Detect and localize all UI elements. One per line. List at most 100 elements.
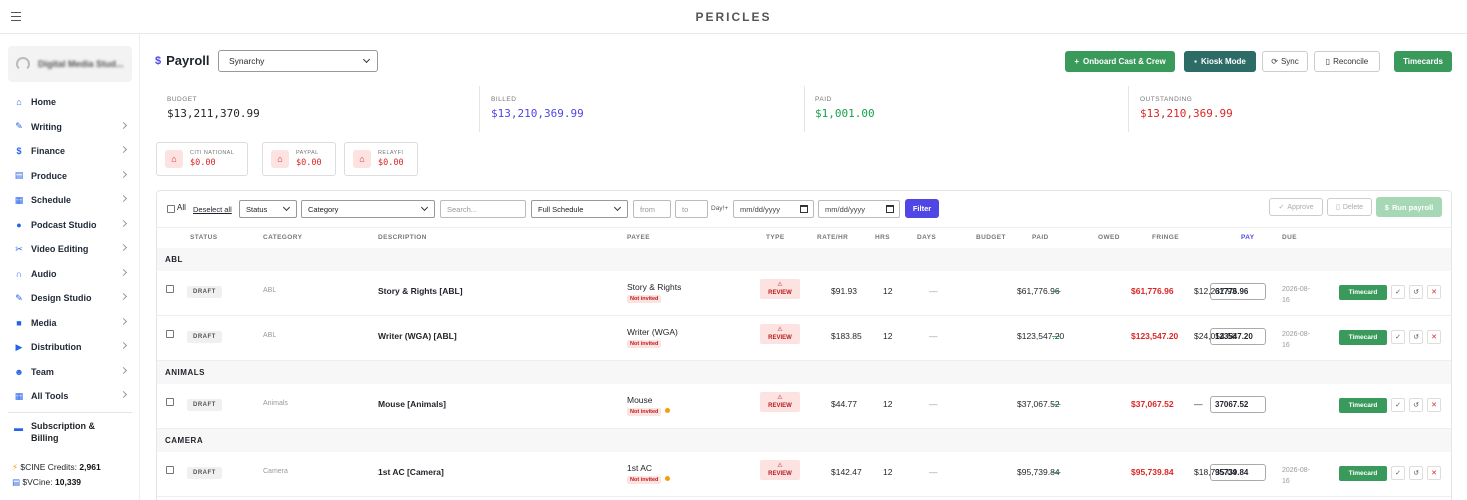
row-checkbox[interactable] <box>166 398 174 406</box>
type-review-badge[interactable]: ⚠ REVIEW <box>760 460 800 480</box>
account-card-citi[interactable]: ⌂ CITI NATIONAL $0.00 <box>156 142 248 176</box>
select-all-checkbox[interactable] <box>167 205 175 213</box>
row-checkbox[interactable] <box>166 285 174 293</box>
sidebar-item-podcast-studio[interactable]: ● Podcast Studio <box>0 213 140 238</box>
approve-button[interactable]: ✓ Approve <box>1269 198 1323 216</box>
column-header-owed[interactable]: OWED <box>1098 234 1120 241</box>
end-date-input[interactable]: mm/dd/yyyy <box>818 200 900 218</box>
hamburger-menu-icon[interactable] <box>11 12 21 21</box>
account-card-paypal[interactable]: ⌂ PAYPAL $0.00 <box>262 142 336 176</box>
status-select[interactable]: Status <box>239 200 297 218</box>
column-header-payee[interactable]: PAYEE <box>627 234 650 241</box>
sync-button[interactable]: ⟳ Sync <box>1262 51 1308 72</box>
pay-input[interactable]: 123547.20 <box>1210 328 1266 345</box>
warning-icon: ⚠ <box>777 327 783 333</box>
pay-input[interactable]: 61776.96 <box>1210 283 1266 300</box>
undo-icon[interactable]: ↺ <box>1409 466 1423 480</box>
run-payroll-button[interactable]: $ Run payroll <box>1376 197 1442 217</box>
undo-icon[interactable]: ↺ <box>1409 398 1423 412</box>
type-label: REVIEW <box>768 471 792 477</box>
org-switcher[interactable]: Digital Media Stud... <box>8 46 132 82</box>
approve-row-icon[interactable]: ✓ <box>1391 285 1405 299</box>
column-header-category[interactable]: CATEGORY <box>263 234 303 241</box>
sidebar-item-design-studio[interactable]: ✎ Design Studio <box>0 286 140 311</box>
column-header-fringe[interactable]: FRINGE <box>1152 234 1179 241</box>
column-header-description[interactable]: DESCRIPTION <box>378 234 427 241</box>
timecard-button[interactable]: Timecard <box>1339 285 1387 300</box>
type-review-badge[interactable]: ⚠ REVIEW <box>760 279 800 299</box>
sidebar-item-produce[interactable]: ▤ Produce <box>0 164 140 189</box>
calendar-icon[interactable] <box>800 205 808 213</box>
calendar-icon[interactable] <box>886 205 894 213</box>
approve-row-icon[interactable]: ✓ <box>1391 330 1405 344</box>
sidebar-item-subscription[interactable]: ▬ Subscription & Billing <box>0 416 140 446</box>
close-icon[interactable]: ✕ <box>1427 330 1441 344</box>
sidebar-item-all-tools[interactable]: ▦ All Tools <box>0 384 140 409</box>
column-header-days[interactable]: DAYS <box>917 234 937 241</box>
row-checkbox[interactable] <box>166 330 174 338</box>
timecard-button[interactable]: Timecard <box>1339 466 1387 481</box>
undo-icon[interactable]: ↺ <box>1409 330 1423 344</box>
column-header-budget[interactable]: BUDGET <box>976 234 1006 241</box>
close-icon[interactable]: ✕ <box>1427 466 1441 480</box>
deselect-all-link[interactable]: Deselect all <box>193 205 232 214</box>
reconcile-button[interactable]: ▯ Reconcile <box>1314 51 1380 72</box>
close-icon[interactable]: ✕ <box>1427 398 1441 412</box>
sidebar-item-schedule[interactable]: ▦ Schedule <box>0 188 140 213</box>
account-card-relayfi[interactable]: ⌂ RELAYFI $0.00 <box>344 142 418 176</box>
timecards-button[interactable]: Timecards <box>1394 51 1452 72</box>
table-row[interactable]: DRAFT Animals Mouse [Animals] Mouse Not invi… <box>157 384 1451 429</box>
sidebar-item-video-editing[interactable]: ✂ Video Editing <box>0 237 140 262</box>
approve-row-icon[interactable]: ✓ <box>1391 398 1405 412</box>
type-review-badge[interactable]: ⚠ REVIEW <box>760 392 800 412</box>
sidebar-item-home[interactable]: ⌂ Home <box>0 90 140 115</box>
status-badge: DRAFT <box>187 286 222 298</box>
category-select[interactable]: Category <box>301 200 435 218</box>
account-balance: $0.00 <box>190 158 216 168</box>
close-icon[interactable]: ✕ <box>1427 285 1441 299</box>
delete-button[interactable]: ▯ Delete <box>1327 198 1372 216</box>
onboard-button[interactable]: + Onboard Cast & Crew <box>1065 51 1175 72</box>
column-header-hrs[interactable]: HRS <box>875 234 890 241</box>
project-select[interactable]: Synarchy <box>218 50 378 72</box>
bank-icon: ⌂ <box>165 150 183 168</box>
timecard-button[interactable]: Timecard <box>1339 330 1387 345</box>
table-row[interactable]: DRAFT ABL Writer (WGA) [ABL] Writer (WGA) No… <box>157 316 1451 361</box>
to-input[interactable]: to <box>675 200 708 218</box>
status-badge: DRAFT <box>187 467 222 479</box>
undo-icon[interactable]: ↺ <box>1409 285 1423 299</box>
payee-name: Story & Rights <box>627 282 682 292</box>
column-header-rate[interactable]: RATE/HR <box>817 234 849 241</box>
type-review-badge[interactable]: ⚠ REVIEW <box>760 324 800 344</box>
column-header-status[interactable]: STATUS <box>190 234 218 241</box>
column-header-due[interactable]: DUE <box>1282 234 1297 241</box>
column-header-type[interactable]: TYPE <box>766 234 785 241</box>
to-placeholder: to <box>682 204 689 214</box>
row-checkbox[interactable] <box>166 466 174 474</box>
column-header-paid[interactable]: PAID <box>1032 234 1049 241</box>
kiosk-mode-button[interactable]: ▪ Kiosk Mode <box>1184 51 1256 72</box>
sidebar-item-audio[interactable]: ∩ Audio <box>0 262 140 287</box>
table-row[interactable]: DRAFT Camera 1st AC [Camera] 1st AC Not invi… <box>157 452 1451 497</box>
approve-row-icon[interactable]: ✓ <box>1391 466 1405 480</box>
column-header-pay[interactable]: PAY <box>1241 234 1255 241</box>
sidebar-item-finance[interactable]: $ Finance <box>0 139 140 164</box>
sidebar-item-media[interactable]: ■ Media <box>0 311 140 336</box>
cine-credits-value: 2,961 <box>79 462 101 472</box>
pay-input[interactable]: 37067.52 <box>1210 396 1266 413</box>
rate-cell: $142.47 <box>831 467 862 477</box>
rate-cell: $91.93 <box>831 286 857 296</box>
start-date-input[interactable]: mm/dd/yyyy <box>733 200 814 218</box>
sidebar-item-distribution[interactable]: ▶ Distribution <box>0 335 140 360</box>
table-row[interactable]: DRAFT ABL Story & Rights [ABL] Story & Righ… <box>157 271 1451 316</box>
days-cell: — <box>929 331 938 341</box>
timecard-button[interactable]: Timecard <box>1339 398 1387 413</box>
from-input[interactable]: from <box>633 200 671 218</box>
run-payroll-label: Run payroll <box>1391 202 1434 212</box>
schedule-select[interactable]: Full Schedule <box>531 200 628 218</box>
pay-input[interactable]: 95739.84 <box>1210 464 1266 481</box>
filter-button[interactable]: Filter <box>905 199 939 218</box>
sidebar-item-writing[interactable]: ✎ Writing <box>0 115 140 140</box>
sidebar-item-team[interactable]: ☻ Team <box>0 360 140 385</box>
search-input[interactable]: Search... <box>440 200 526 218</box>
